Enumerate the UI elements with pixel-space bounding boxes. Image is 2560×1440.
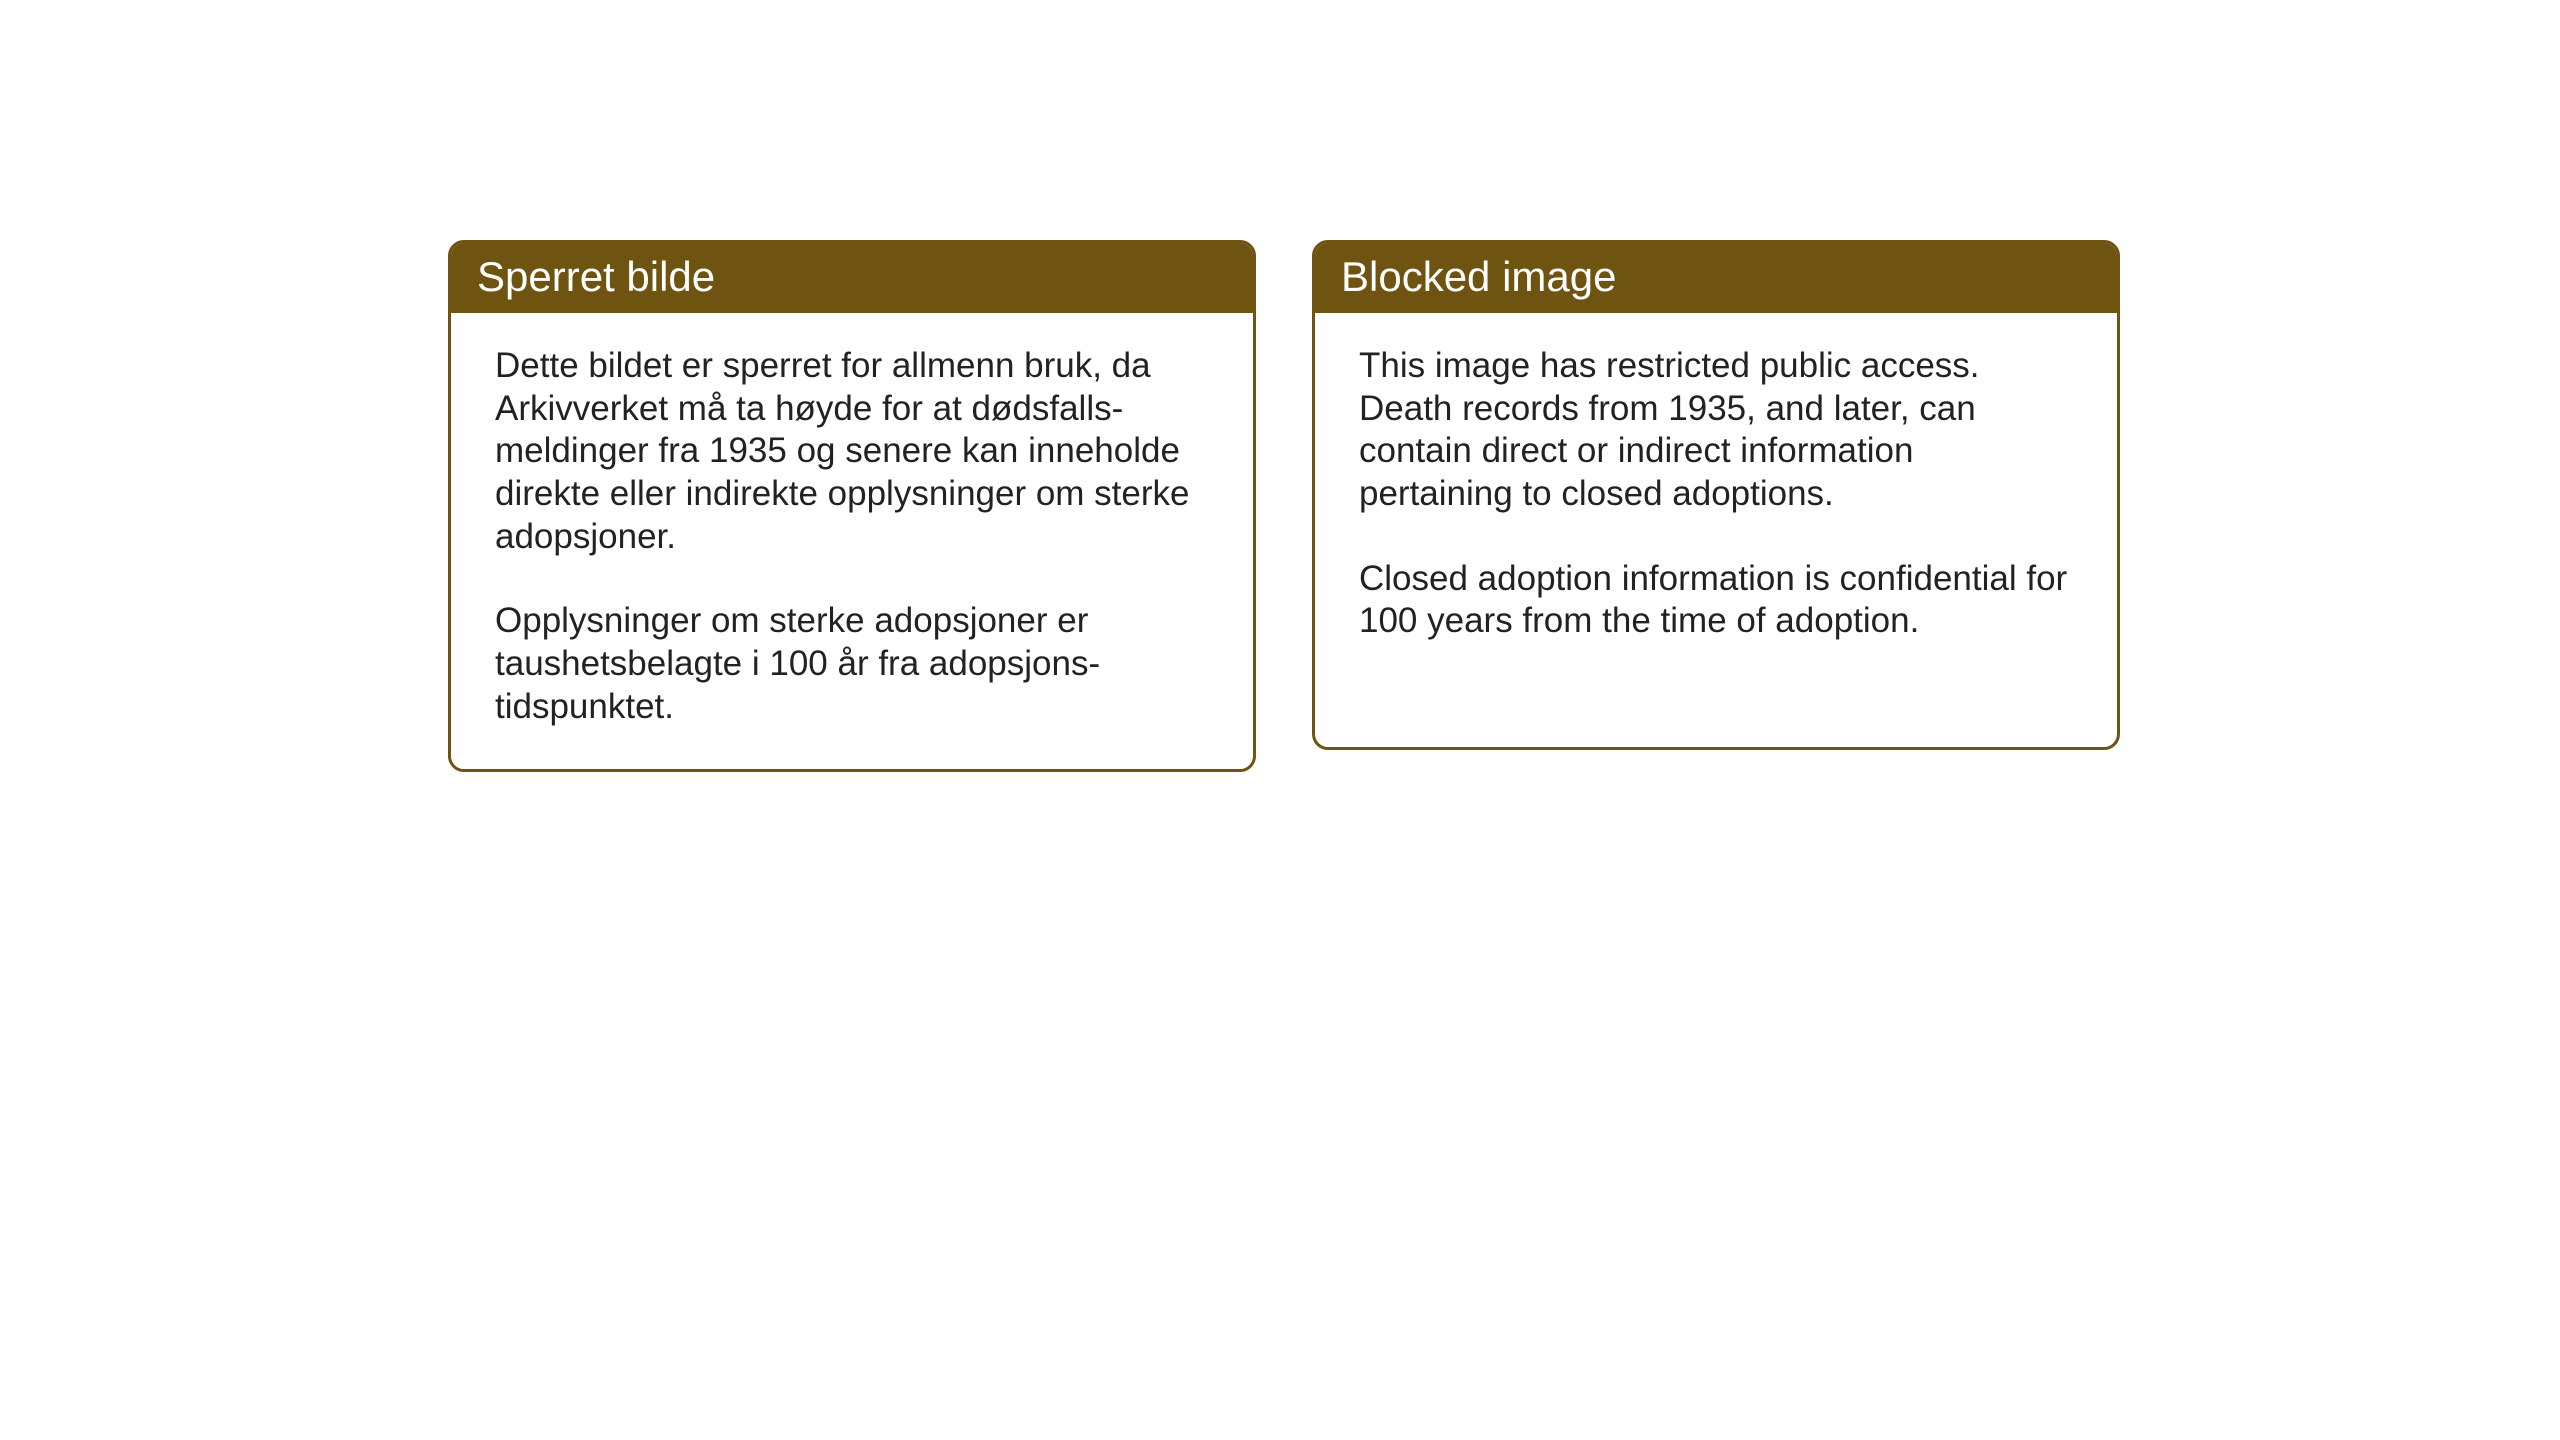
- notice-body-norwegian: Dette bildet er sperret for allmenn bruk…: [451, 313, 1253, 769]
- notice-paragraph1: This image has restricted public access.…: [1359, 345, 2073, 516]
- notice-paragraph2: Opplysninger om sterke adopsjoner er tau…: [495, 600, 1209, 728]
- notice-card-norwegian: Sperret bilde Dette bildet er sperret fo…: [448, 240, 1256, 772]
- notice-title: Blocked image: [1341, 253, 1616, 300]
- notice-title: Sperret bilde: [477, 253, 715, 300]
- notice-header-norwegian: Sperret bilde: [451, 243, 1253, 313]
- notice-card-english: Blocked image This image has restricted …: [1312, 240, 2120, 750]
- notice-paragraph2: Closed adoption information is confident…: [1359, 558, 2073, 643]
- notice-header-english: Blocked image: [1315, 243, 2117, 313]
- notice-container: Sperret bilde Dette bildet er sperret fo…: [448, 240, 2120, 772]
- notice-paragraph1: Dette bildet er sperret for allmenn bruk…: [495, 345, 1209, 558]
- notice-body-english: This image has restricted public access.…: [1315, 313, 2117, 683]
